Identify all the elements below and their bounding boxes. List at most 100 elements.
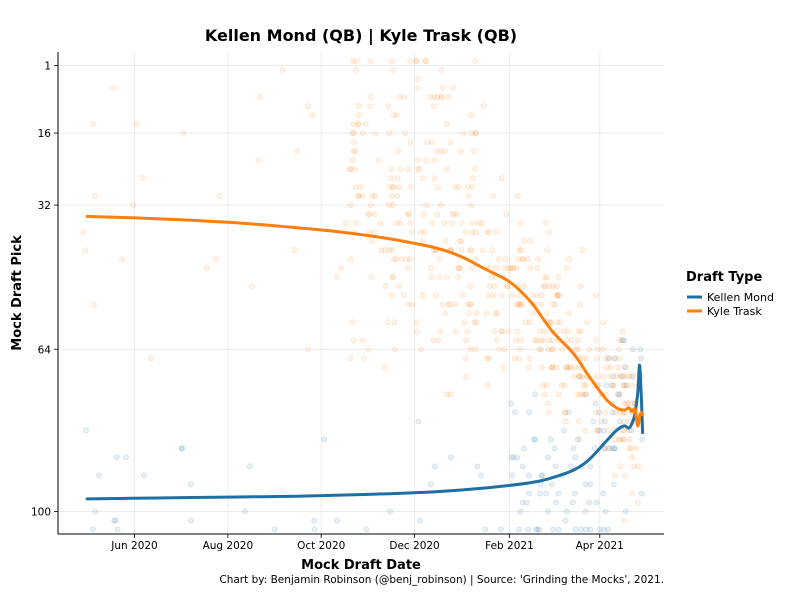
mock-point (365, 346, 372, 353)
mock-point (467, 301, 474, 308)
mock-point (582, 391, 589, 398)
mock-point (530, 310, 537, 317)
mock-point (582, 355, 589, 362)
mock-point (408, 229, 415, 236)
mock-point (438, 202, 444, 209)
y-tick-label: 16 (38, 128, 52, 140)
mock-point (463, 373, 470, 380)
mock-point (403, 256, 410, 263)
mock-point (577, 301, 584, 308)
mock-point (417, 229, 424, 236)
mock-point (509, 472, 516, 479)
mock-point (535, 256, 541, 263)
mock-point (257, 94, 264, 100)
mock-point (413, 319, 420, 326)
mock-point (493, 265, 500, 272)
mock-point (436, 274, 443, 281)
mock-point (498, 328, 505, 335)
mock-point (616, 436, 622, 443)
mock-point (431, 157, 438, 163)
mock-point (458, 220, 465, 227)
mock-point (594, 427, 601, 434)
mock-point (571, 364, 578, 371)
mock-point (385, 202, 392, 209)
mock-point (349, 130, 356, 136)
mock-point (541, 328, 548, 335)
mock-point (553, 499, 559, 506)
mock-point (521, 445, 528, 452)
mock-point (484, 229, 490, 236)
chart-caption: Chart by: Benjamin Robinson (@benj_robin… (219, 574, 664, 586)
x-tick-label: Jun 2020 (110, 540, 157, 552)
mock-point (590, 418, 597, 425)
mock-point (423, 157, 430, 163)
mock-point (178, 445, 185, 452)
mock-point (532, 337, 538, 344)
mock-point (465, 193, 472, 199)
mock-point (431, 463, 438, 470)
mock-point (616, 418, 623, 425)
mock-point (526, 490, 533, 497)
mock-point (596, 427, 602, 434)
mock-point (458, 247, 465, 254)
mock-point (405, 211, 412, 218)
mock-point (594, 355, 600, 362)
mock-point (526, 355, 533, 362)
mock-point (467, 112, 474, 118)
mock-point (548, 319, 554, 326)
mock-point (620, 337, 626, 344)
mock-point (504, 283, 511, 290)
mock-point (508, 400, 514, 407)
mock-point (602, 355, 609, 362)
mock-point (431, 94, 438, 100)
mock-point (498, 328, 505, 335)
mock-point (367, 103, 373, 109)
mock-point (389, 202, 396, 209)
mock-point (406, 166, 412, 172)
mock-point (610, 373, 617, 380)
mock-point (567, 364, 574, 371)
mock-point (539, 472, 546, 479)
mock-point (389, 67, 396, 73)
mock-point (553, 292, 560, 299)
mock-point (444, 121, 450, 127)
mock-point (630, 346, 636, 353)
mock-point (409, 301, 416, 308)
mock-point (490, 193, 496, 199)
mock-point (541, 274, 548, 281)
mock-point (577, 373, 584, 380)
mock-point (567, 364, 573, 371)
mock-point (536, 490, 543, 497)
mock-point (635, 463, 642, 470)
mock-point (554, 364, 560, 371)
mock-point (605, 427, 611, 434)
mock-point (615, 364, 622, 371)
mock-point (612, 355, 619, 362)
mock-point (384, 319, 391, 326)
mock-point (594, 346, 601, 353)
mock-point (407, 139, 414, 145)
mock-point (486, 283, 493, 290)
mock-point (350, 121, 357, 127)
mock-point (469, 229, 476, 236)
x-tick-label: Aug 2020 (203, 540, 254, 552)
mock-point (130, 202, 136, 209)
mock-point (350, 337, 357, 344)
mock-point (527, 238, 534, 245)
mock-point (442, 148, 448, 154)
mock-point (603, 382, 610, 389)
mock-point (391, 184, 397, 190)
mock-point (579, 373, 585, 380)
mock-point (431, 175, 438, 181)
mock-point (613, 373, 620, 380)
mock-point (564, 337, 570, 344)
mock-point (495, 256, 502, 263)
mock-point (518, 247, 524, 254)
mock-point (554, 292, 561, 299)
mock-point (549, 346, 556, 353)
mock-point (350, 130, 357, 136)
mock-point (516, 301, 523, 308)
mock-point (558, 382, 565, 389)
mock-point (564, 364, 571, 371)
mock-point (457, 265, 464, 272)
